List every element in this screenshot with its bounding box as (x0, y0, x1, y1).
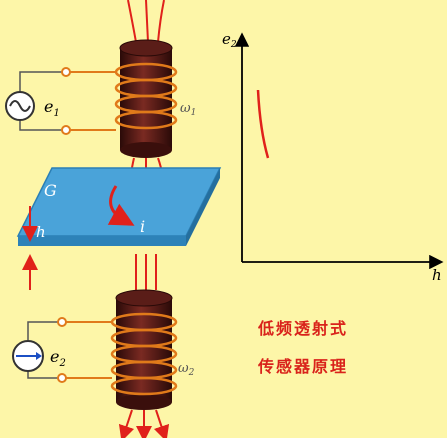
terminal-dot (57, 317, 67, 327)
plate-label: G (44, 181, 57, 200)
graph-y-label: e2 (222, 30, 237, 50)
voltmeter-icon (12, 340, 44, 372)
meter-label: e2 (50, 347, 66, 369)
terminal-dot (57, 373, 67, 383)
top-circuit-wires (19, 71, 116, 131)
e2-vs-h-graph (234, 32, 444, 270)
bottom-coil-winding (110, 312, 178, 396)
ac-source-icon (5, 91, 35, 121)
terminal-dot (61, 67, 71, 77)
terminal-dot (61, 125, 71, 135)
graph-x-label: h (432, 266, 442, 284)
metal-plate (16, 167, 222, 246)
mid-field-lines-lower (135, 254, 157, 290)
bottom-field-lines (118, 409, 170, 438)
caption-line-2: 传感器原理 (257, 357, 348, 376)
eddy-current-arrow (107, 185, 135, 226)
caption-line-1: 低频透射式 (257, 319, 348, 338)
current-label: i (140, 217, 145, 236)
top-field-lines (127, 0, 165, 43)
response-curve (256, 89, 270, 159)
thickness-label: h (36, 223, 46, 241)
top-coil-label: ω1 (180, 101, 196, 118)
top-coil (119, 39, 173, 158)
bottom-circuit-wires (27, 321, 112, 379)
source-label: e1 (44, 97, 60, 119)
bottom-coil-label: ω2 (178, 361, 195, 378)
